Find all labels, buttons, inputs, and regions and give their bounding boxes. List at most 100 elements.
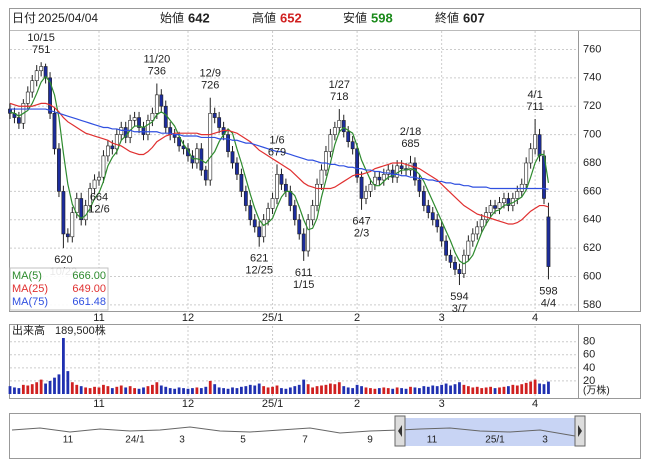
volume-bar [346, 387, 350, 394]
annotation-value: 611 [295, 267, 313, 279]
volume-bar [53, 377, 56, 394]
candle-body [306, 219, 311, 252]
candle-body [310, 205, 315, 221]
candle-body [488, 205, 493, 213]
candle-body [195, 148, 199, 164]
candle-body [266, 208, 271, 221]
annotation-value: 679 [268, 146, 286, 158]
x-tick-label: 12 [182, 398, 194, 410]
volume-bar [84, 387, 88, 394]
annotation-value: 718 [330, 91, 348, 103]
annotation-date: 11/20 [143, 53, 170, 65]
volume-bar [440, 384, 444, 394]
volume-bar [404, 388, 408, 394]
candle-body [248, 205, 253, 221]
volume-bar [320, 385, 323, 394]
volume-bar [257, 383, 261, 394]
candle-body [243, 191, 248, 206]
volume-bar [26, 385, 30, 394]
candle-body [475, 226, 480, 235]
navigator-selection[interactable] [404, 418, 575, 446]
x-tick-label: 3 [439, 312, 445, 324]
volume-bar [151, 384, 154, 394]
x-tick-label: 25/1 [262, 398, 283, 410]
y-tick-label: 760 [583, 43, 601, 55]
volume-bar [217, 387, 221, 394]
volume-bar [226, 388, 230, 394]
volume-bar [462, 384, 466, 394]
annotation-date: 12/9 [200, 68, 221, 80]
volume-bar [17, 388, 21, 394]
date-label: 日付 [12, 11, 36, 25]
candle-body [399, 165, 404, 169]
candle-body [70, 212, 75, 238]
candle-body [217, 117, 222, 128]
candle-body [132, 117, 137, 121]
candle-body [119, 127, 124, 135]
candle-body [25, 91, 30, 104]
navigator-label: 7 [302, 435, 308, 446]
volume-bar [275, 385, 279, 394]
annotation-value: 594 [450, 291, 468, 303]
y-tick-label: 60 [583, 349, 595, 361]
candle-body [159, 94, 164, 107]
volume-bar [333, 384, 337, 394]
volume-bar [110, 388, 114, 394]
volume-bar [44, 383, 47, 394]
volume-frame [9, 324, 641, 399]
low: 598 [371, 10, 393, 25]
candle-body [381, 174, 386, 181]
navigator-label: 9 [367, 435, 373, 446]
candle-body [493, 205, 497, 209]
volume-bar [284, 388, 288, 394]
left-arrow [398, 425, 402, 437]
annotation-date: 4/1 [527, 89, 542, 101]
navigator-label: 3 [542, 435, 548, 446]
legend-box [9, 267, 109, 311]
volume-bar [195, 387, 199, 394]
candle-body [332, 127, 337, 135]
candle-body [288, 191, 293, 206]
volume-bar [480, 388, 484, 394]
volume-bar [253, 385, 257, 394]
volume-bar [329, 383, 332, 394]
candle-body [252, 219, 257, 228]
y-tick-label: 80 [583, 336, 595, 348]
candle-body [328, 134, 333, 152]
open: 642 [188, 10, 210, 25]
volume-bar [306, 384, 310, 394]
candle-body [519, 183, 524, 192]
volume-label-bg [10, 325, 122, 338]
candle-body [377, 176, 382, 181]
candle-body [301, 233, 306, 252]
volume-latest: 189,500株 [55, 323, 106, 337]
candle-body [368, 183, 373, 192]
y-tick-label: 600 [583, 270, 601, 282]
volume-unit: (万株) [583, 384, 610, 397]
ma-line [10, 108, 549, 190]
volume-bar [124, 387, 128, 394]
volume-bar [502, 386, 506, 394]
annotation-value: 664 [90, 192, 108, 204]
candle-body [212, 113, 217, 118]
candle-body [261, 219, 266, 238]
candle-body [533, 134, 538, 150]
candle-body [350, 141, 355, 150]
volume-title: 出来高 [12, 323, 45, 337]
candle-body [30, 80, 35, 93]
candle-body [546, 216, 551, 267]
volume-bar [79, 386, 83, 394]
annotation-date: 2/3 [354, 228, 369, 240]
x-tick-label: 2 [354, 398, 360, 410]
volume-bar [213, 384, 217, 394]
candle-body [537, 134, 542, 157]
volume-bar [351, 388, 355, 394]
candle-body [61, 191, 66, 235]
high: 652 [280, 10, 302, 25]
annotation-date: 12/25 [245, 265, 273, 277]
y-tick-label: 680 [583, 157, 601, 169]
annotation-value: 736 [148, 65, 166, 77]
volume-bar [102, 384, 105, 394]
volume-bar [35, 382, 39, 394]
